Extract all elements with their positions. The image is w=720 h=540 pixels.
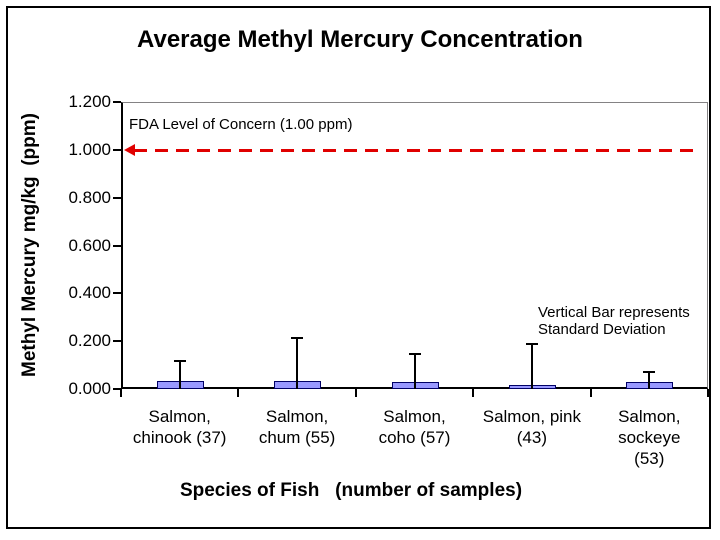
x-axis-title: Species of Fish (number of samples) (179, 480, 523, 501)
y-tick-label: 1.200 (68, 92, 111, 111)
error-bar-cap (291, 336, 304, 339)
x-tick-mark (354, 389, 357, 397)
error-bar (648, 372, 651, 389)
error-bar (413, 354, 416, 389)
fda-reference-line-label: FDA Level of Concern (1.00 ppm) (129, 116, 353, 133)
x-tick-mark (120, 389, 122, 397)
x-category-label: Salmon, chinook (37) (132, 407, 227, 447)
std-deviation-annotation: Vertical Bar represents Standard Deviati… (538, 304, 690, 338)
x-tick-mark (589, 389, 592, 397)
x-category-label: Salmon, chum (55) (258, 407, 336, 447)
y-tick-mark (113, 292, 121, 295)
fda-reference-line (134, 148, 701, 152)
error-bar-cap (408, 353, 421, 356)
y-tick-mark (113, 148, 121, 151)
y-tick-mark (113, 388, 121, 390)
y-tick-label: 0.600 (68, 235, 111, 255)
x-tick-mark (707, 389, 709, 397)
error-bar (530, 343, 533, 389)
error-bar-cap (173, 360, 186, 363)
x-category-label: Salmon, pink (43) (482, 407, 582, 447)
fda-line-left-arrow (124, 143, 135, 156)
y-tick-label: 1.000 (68, 139, 111, 159)
y-tick-mark (113, 340, 121, 343)
y-tick-mark (113, 101, 121, 103)
error-bar-cap (643, 371, 656, 374)
x-tick-mark (472, 389, 475, 397)
chart-title: Average Methyl Mercury Concentration (137, 26, 583, 53)
x-category-label: Salmon, sockeye (53) (618, 407, 681, 468)
y-tick-mark (113, 244, 121, 247)
error-bar (296, 337, 299, 389)
y-tick-label: 0.800 (68, 187, 111, 207)
plot-area (121, 102, 708, 389)
y-tick-label: 0.000 (68, 379, 111, 398)
error-bar (178, 361, 181, 389)
y-tick-mark (113, 196, 121, 199)
annotation-line-1: Vertical Bar represents (538, 304, 690, 321)
x-tick-mark (237, 389, 240, 397)
y-tick-label: 0.400 (68, 283, 111, 303)
x-category-label: Salmon, coho (57) (378, 407, 451, 447)
annotation-line-2: Standard Deviation (538, 321, 666, 338)
y-axis-title: Methyl Mercury mg/kg (ppm) (19, 113, 40, 377)
error-bar-cap (525, 342, 538, 345)
y-tick-label: 0.200 (68, 331, 111, 351)
